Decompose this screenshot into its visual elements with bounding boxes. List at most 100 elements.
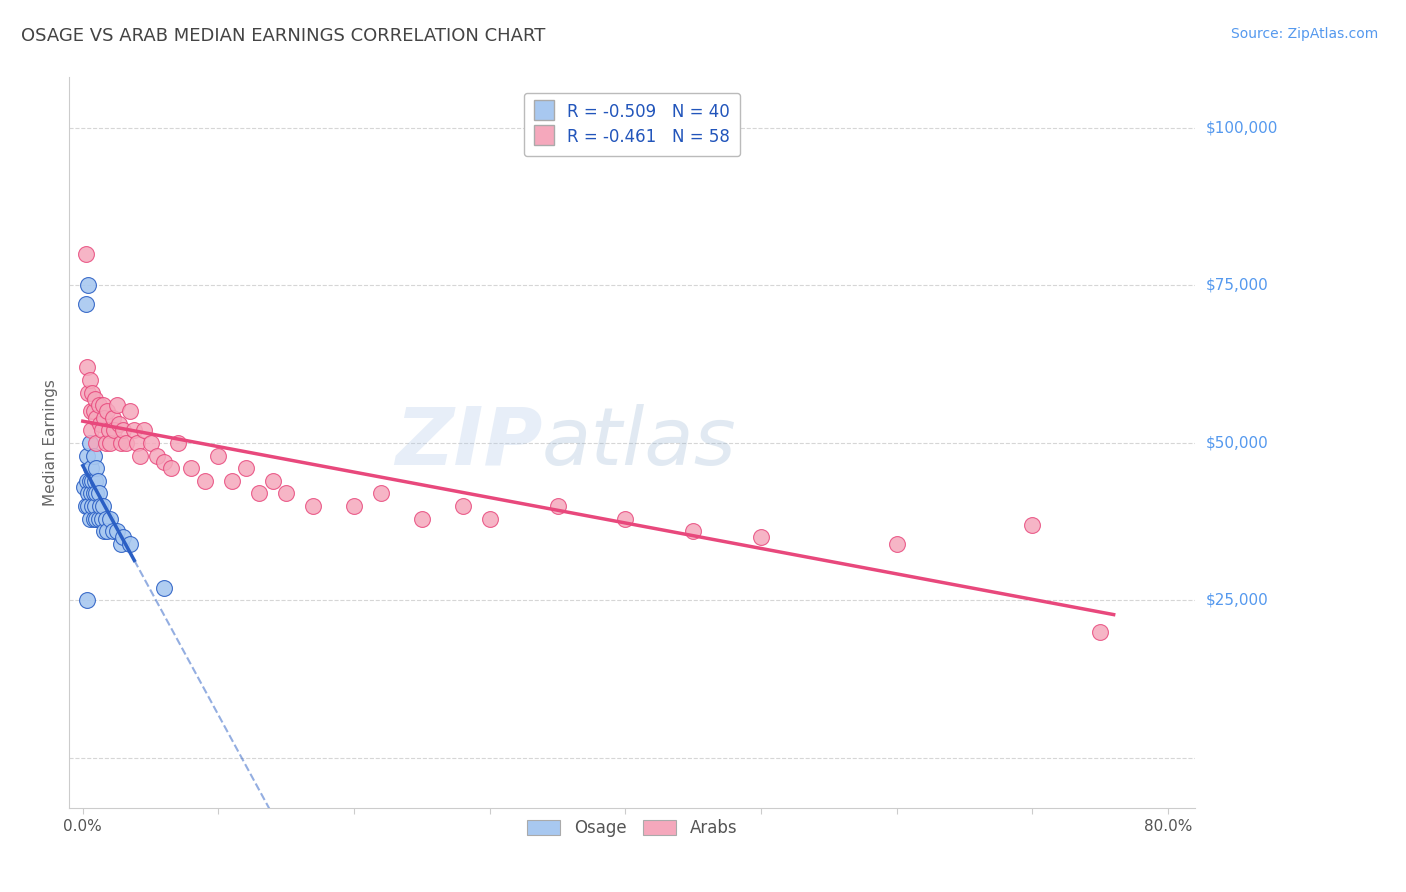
Point xyxy=(79,436,101,450)
Point xyxy=(83,449,105,463)
Point xyxy=(101,410,124,425)
Point xyxy=(80,486,103,500)
Point xyxy=(105,524,128,538)
Point xyxy=(73,480,96,494)
Point xyxy=(97,423,120,437)
Point xyxy=(124,423,146,437)
Point xyxy=(75,297,97,311)
Point xyxy=(110,436,132,450)
Point xyxy=(86,461,108,475)
Point xyxy=(90,423,112,437)
Y-axis label: Median Earnings: Median Earnings xyxy=(44,379,58,507)
Point xyxy=(94,511,117,525)
Point xyxy=(77,278,100,293)
Point xyxy=(682,524,704,538)
Point xyxy=(247,486,270,500)
Point xyxy=(108,417,131,431)
Point xyxy=(120,404,142,418)
Point xyxy=(84,474,107,488)
Text: ZIP: ZIP xyxy=(395,404,543,482)
Point xyxy=(76,449,98,463)
Point xyxy=(76,360,98,375)
Point xyxy=(79,474,101,488)
Text: $25,000: $25,000 xyxy=(1206,593,1268,608)
Text: Source: ZipAtlas.com: Source: ZipAtlas.com xyxy=(1230,27,1378,41)
Point xyxy=(86,474,108,488)
Point xyxy=(87,398,110,412)
Point xyxy=(302,499,325,513)
Point xyxy=(84,499,107,513)
Point xyxy=(166,436,188,450)
Point xyxy=(77,385,100,400)
Point xyxy=(90,511,112,525)
Point xyxy=(343,499,366,513)
Point xyxy=(94,436,117,450)
Point xyxy=(93,524,115,538)
Point xyxy=(84,392,107,406)
Point xyxy=(112,531,135,545)
Point xyxy=(77,486,100,500)
Point xyxy=(110,537,132,551)
Point xyxy=(83,404,105,418)
Point xyxy=(112,423,135,437)
Point xyxy=(82,499,104,513)
Point xyxy=(75,247,97,261)
Text: $50,000: $50,000 xyxy=(1206,435,1268,450)
Point xyxy=(77,499,100,513)
Point xyxy=(98,436,121,450)
Point xyxy=(146,449,169,463)
Point xyxy=(1088,625,1111,640)
Point xyxy=(91,499,114,513)
Point xyxy=(128,449,150,463)
Point xyxy=(86,511,108,525)
Point xyxy=(86,410,108,425)
Point xyxy=(93,410,115,425)
Point xyxy=(89,417,111,431)
Point xyxy=(886,537,908,551)
Point xyxy=(83,486,105,500)
Point xyxy=(105,398,128,412)
Point xyxy=(411,511,433,525)
Text: atlas: atlas xyxy=(543,404,737,482)
Point xyxy=(451,499,474,513)
Point xyxy=(96,524,118,538)
Point xyxy=(98,511,121,525)
Point xyxy=(80,461,103,475)
Text: OSAGE VS ARAB MEDIAN EARNINGS CORRELATION CHART: OSAGE VS ARAB MEDIAN EARNINGS CORRELATIO… xyxy=(21,27,546,45)
Point xyxy=(83,511,105,525)
Point xyxy=(120,537,142,551)
Point xyxy=(153,455,176,469)
Point xyxy=(614,511,637,525)
Point xyxy=(82,474,104,488)
Point xyxy=(132,423,155,437)
Point xyxy=(221,474,243,488)
Point xyxy=(235,461,257,475)
Point xyxy=(125,436,148,450)
Point xyxy=(87,486,110,500)
Point xyxy=(160,461,183,475)
Point xyxy=(180,461,202,475)
Point xyxy=(76,474,98,488)
Point xyxy=(89,499,111,513)
Point xyxy=(749,531,772,545)
Point xyxy=(91,398,114,412)
Point xyxy=(1021,517,1043,532)
Point xyxy=(79,511,101,525)
Point xyxy=(103,423,125,437)
Legend: Osage, Arabs: Osage, Arabs xyxy=(520,813,744,844)
Point xyxy=(80,423,103,437)
Point xyxy=(262,474,284,488)
Point xyxy=(80,404,103,418)
Text: $75,000: $75,000 xyxy=(1206,278,1268,293)
Point xyxy=(207,449,229,463)
Point xyxy=(194,474,217,488)
Point xyxy=(153,581,176,595)
Point xyxy=(79,373,101,387)
Point xyxy=(76,593,98,607)
Point xyxy=(82,385,104,400)
Point xyxy=(101,524,124,538)
Point xyxy=(87,511,110,525)
Point xyxy=(115,436,138,450)
Point xyxy=(96,404,118,418)
Point xyxy=(86,436,108,450)
